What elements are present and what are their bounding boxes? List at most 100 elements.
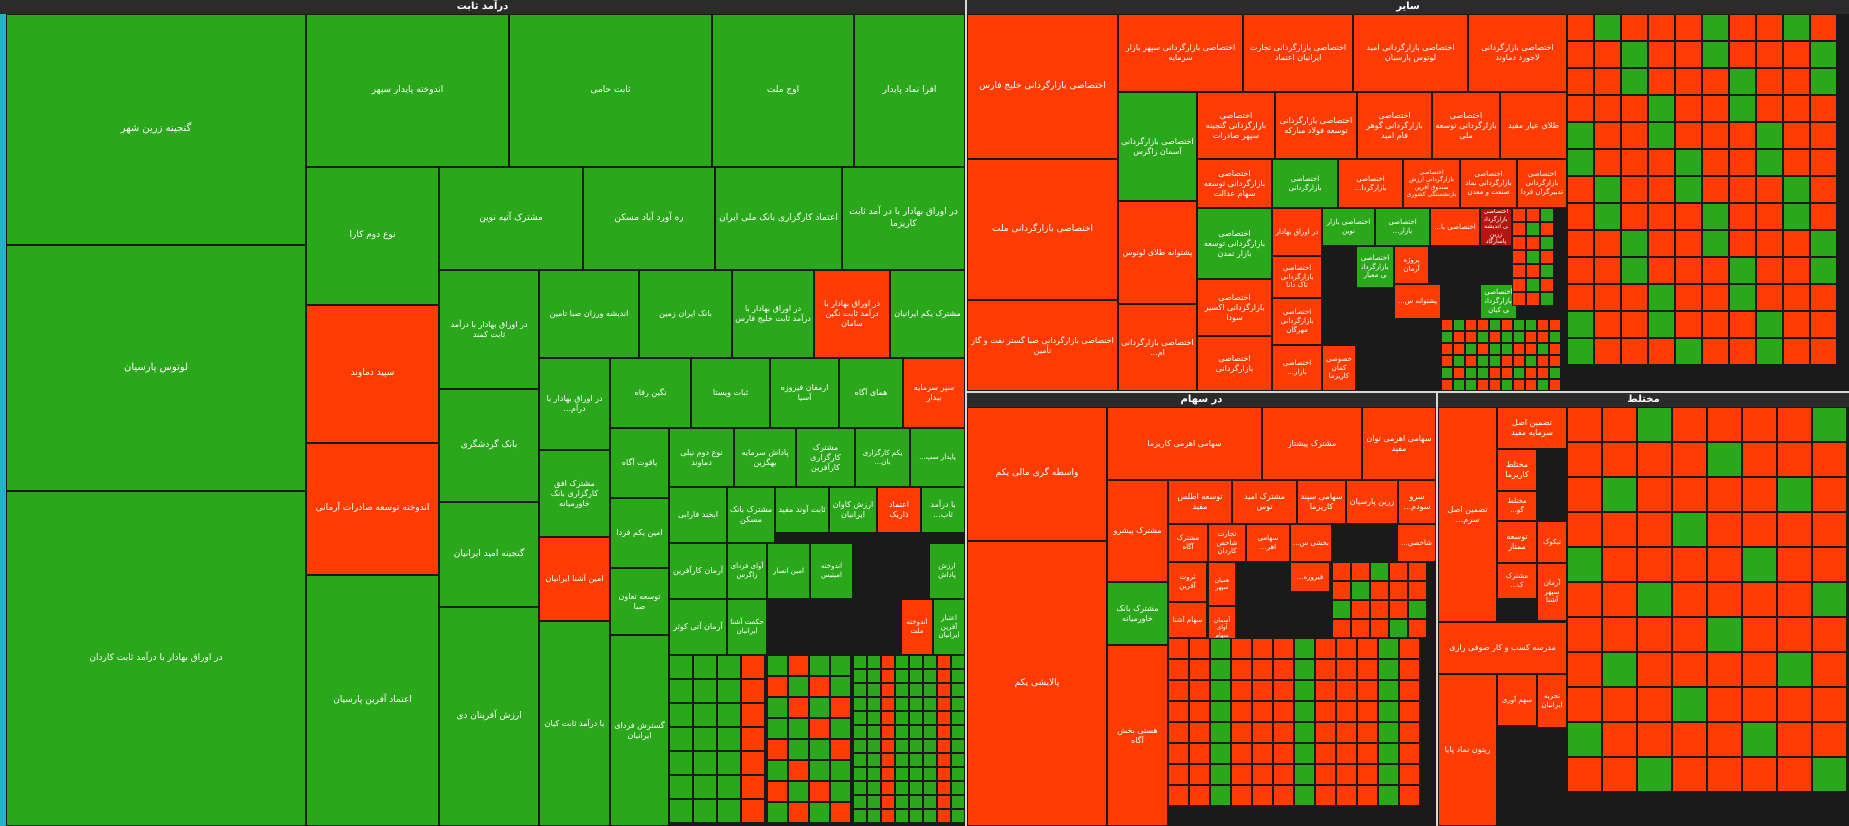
treemap-tile-equity[interactable]: مشترک امید توس bbox=[1232, 480, 1297, 524]
treemap-tile-equity[interactable]: مشترک پیشتاز bbox=[1262, 407, 1362, 480]
treemap-tile-fixed-income[interactable]: بانک ایران زمین bbox=[639, 270, 732, 358]
treemap-tile-fixed-income[interactable]: سپید دماوند bbox=[306, 305, 439, 443]
treemap-tile-equity[interactable]: مشترک پیشرو bbox=[1107, 480, 1168, 582]
treemap-tile-fixed-income[interactable]: اندوخته پایدار سپهر bbox=[306, 14, 509, 167]
treemap-tile-fixed-income[interactable]: سپر سرمایه بیدار bbox=[903, 358, 965, 428]
treemap-tile-fixed-income[interactable]: امین انصار bbox=[767, 543, 810, 599]
treemap-tile-fixed-income[interactable]: در اوراق بهادار با درآم... bbox=[539, 358, 610, 450]
treemap-tile-equity[interactable]: مشترک بانک خاورمیانه bbox=[1107, 582, 1168, 645]
treemap-tile-fixed-income[interactable]: مشترک یکم ایرانیان bbox=[890, 270, 965, 358]
treemap-tile-other[interactable]: اختصاصی بازار نوین bbox=[1322, 208, 1375, 246]
treemap-tile-fixed-income[interactable]: ره آورد آباد مسکن bbox=[583, 167, 715, 270]
treemap-tile-equity[interactable]: سهامی اهر... bbox=[1246, 524, 1290, 562]
treemap-tile-fixed-income[interactable]: در اوراق بهادار با درآمد ثابت خلیج فارس bbox=[732, 270, 814, 358]
treemap-tile-fixed-income[interactable]: مشترک آتیه نوین bbox=[439, 167, 583, 270]
treemap-tile-fixed-income[interactable]: نوع دوم نیلی دماوند bbox=[669, 428, 734, 487]
treemap-tile-equity[interactable]: سهامی اهرمی کاریزما bbox=[1107, 407, 1262, 480]
treemap-tile-fixed-income[interactable]: ارزش آفرینان دی bbox=[439, 607, 539, 826]
treemap-tile-other[interactable]: اختصاصی بازارگردانی تاک دانا bbox=[1272, 256, 1322, 298]
treemap-tile-other[interactable]: اختصاصی بازارگردانی آسمان زاگرس bbox=[1118, 92, 1197, 201]
treemap-tile-fixed-income[interactable]: همای آگاه bbox=[839, 358, 903, 428]
treemap-tile-other[interactable]: اختصاصی بازار... bbox=[1375, 208, 1430, 246]
treemap-tile-mixed[interactable]: مدرسه کسب و کار صوفی رازی bbox=[1438, 622, 1567, 674]
treemap-tile-fixed-income[interactable]: افرا نماد پایدار bbox=[854, 14, 965, 167]
treemap-tile-fixed-income[interactable]: نوع دوم کارا bbox=[306, 167, 439, 305]
treemap-tile-mixed[interactable]: مختلط کاریزما bbox=[1497, 449, 1537, 491]
treemap-tile-other[interactable]: اختصاصی بازارگردانی معیار bbox=[1356, 246, 1394, 288]
treemap-tile-other[interactable]: اختصاصی بازارگردانی مهرگان bbox=[1272, 298, 1322, 345]
treemap-tile-fixed-income[interactable]: در اوراق بهادار با درآمد ثابت نگین سامان bbox=[814, 270, 890, 358]
treemap-tile-other[interactable]: اختصاصی بازارگردانی سپهر بازار سرمایه bbox=[1118, 14, 1243, 92]
treemap-tile-fixed-income[interactable]: یکم کارگزاری بان... bbox=[855, 428, 910, 487]
treemap-tile-other[interactable]: اختصاصی بازارگردانی bbox=[1272, 159, 1338, 208]
treemap-tile-fixed-income[interactable]: امین آشنا ایرانیان bbox=[539, 537, 610, 621]
treemap-tile-other[interactable]: اختصاصی بازارگردانی ملت bbox=[967, 159, 1118, 300]
treemap-tile-other[interactable]: طلای عیار مفید bbox=[1500, 92, 1567, 159]
treemap-tile-other[interactable]: اختصاصی بازارگردانی توسعه سهام عدالت bbox=[1197, 159, 1272, 208]
treemap-tile-fixed-income[interactable]: گنجینه امید ایرانیان bbox=[439, 502, 539, 607]
treemap-tile-other[interactable]: اختصاصی بازارگردانی امید لوتوس پارسیان bbox=[1353, 14, 1468, 92]
treemap-tile-fixed-income[interactable]: لوتوس پارسیان bbox=[6, 245, 306, 491]
treemap-tile-fixed-income[interactable]: پایدار سپ... bbox=[910, 428, 965, 487]
treemap-tile-other[interactable]: اختصاصی بازارگردانی ارزش صندوق آفرین باز… bbox=[1403, 159, 1460, 208]
treemap-tile-other[interactable]: اختصاصی بازارگردانی صبا گستر نفت و گاز ت… bbox=[967, 300, 1118, 391]
treemap-tile-other[interactable]: پروژه آرمان bbox=[1394, 246, 1429, 284]
treemap-tile-mixed[interactable]: آرمان سپهر آشنا bbox=[1537, 563, 1567, 621]
treemap-tile-mixed[interactable]: مختلط گو... bbox=[1497, 491, 1537, 521]
treemap-tile-fixed-income[interactable]: مشترک افق کارگزاری بانک خاورمیانه bbox=[539, 450, 610, 537]
treemap-tile-fixed-income[interactable]: آرمان آتی کوثر bbox=[669, 599, 727, 655]
treemap-tile-fixed-income[interactable]: مشترک بانک مسکن bbox=[727, 487, 775, 543]
treemap-tile-fixed-income[interactable]: اعتبار آفرین ایرانیان bbox=[933, 599, 965, 655]
treemap-tile-fixed-income[interactable]: ارزش کاوان ایرانیان bbox=[829, 487, 877, 533]
treemap-tile-equity[interactable]: شاخصی... bbox=[1397, 524, 1436, 562]
treemap-tile-fixed-income[interactable]: اندوخته ملت bbox=[901, 599, 933, 655]
treemap-tile-equity[interactable]: توسعه اطلس مفید bbox=[1168, 480, 1232, 524]
treemap-tile-other[interactable]: اختصاصی بازارگردا... bbox=[1338, 159, 1403, 208]
treemap-tile-mixed[interactable]: سهم آوری bbox=[1497, 674, 1537, 726]
treemap-tile-fixed-income[interactable]: یاقوت آگاه bbox=[610, 428, 669, 498]
treemap-tile-equity[interactable]: زرین پارسیان bbox=[1346, 480, 1398, 524]
treemap-tile-equity[interactable]: مشترک آگاه bbox=[1168, 524, 1208, 562]
treemap-tile-equity[interactable]: سهامی اهرمی توان مفید bbox=[1362, 407, 1436, 480]
treemap-tile-other[interactable]: پشتوانه طلای لوتوس bbox=[1118, 201, 1197, 304]
treemap-tile-equity[interactable]: تجارت شاخص کاردان bbox=[1208, 524, 1246, 562]
treemap-tile-fixed-income[interactable]: اعتماد کارگزاری بانک ملی ایران bbox=[715, 167, 842, 270]
treemap-tile-fixed-income[interactable]: در اوراق بهادار با درآمد ثابت کمند bbox=[439, 270, 539, 389]
treemap-tile-equity[interactable]: سهام آشنا bbox=[1168, 602, 1207, 638]
treemap-tile-other[interactable]: اختصاصی بازارگردانی توسعه بازار تمدن bbox=[1197, 208, 1272, 279]
treemap-tile-fixed-income[interactable]: در اوراق بهادار با درآمد ثابت کاردان bbox=[6, 491, 306, 826]
treemap-tile-mixed[interactable]: توسعه ممتاز bbox=[1497, 521, 1537, 563]
treemap-tile-mixed[interactable]: تیکوک bbox=[1537, 521, 1567, 563]
treemap-tile-equity[interactable]: واسطه گری مالی یکم bbox=[967, 407, 1107, 541]
treemap-tile-other[interactable]: اختصاصی بازارگردانی گوهر فام امید bbox=[1357, 92, 1432, 159]
treemap-tile-fixed-income[interactable]: اندوخته امیتیس bbox=[810, 543, 853, 599]
treemap-tile-fixed-income[interactable]: ثابت حامی bbox=[509, 14, 712, 167]
treemap-tile-other[interactable]: اختصاصی بازارگردانی کیان bbox=[1480, 284, 1517, 319]
treemap-tile-fixed-income[interactable]: اندیشه ورزان صبا تامین bbox=[539, 270, 639, 358]
treemap-tile-fixed-income[interactable]: بانک گردشگری bbox=[439, 389, 539, 502]
treemap-tile-other[interactable]: اختصاصی بازارگردانی تدبیرگران فردا bbox=[1517, 159, 1567, 208]
treemap-tile-fixed-income[interactable]: با درآمد ثابت کیان bbox=[539, 621, 610, 826]
treemap-tile-other[interactable]: پشتوانه س... bbox=[1394, 284, 1441, 319]
treemap-tile-other[interactable]: اختصاصی بازارگردانی اندیشه زرین پاسارگاد bbox=[1480, 208, 1512, 246]
treemap-tile-fixed-income[interactable]: اعتماد ذاریک bbox=[877, 487, 921, 533]
treemap-tile-equity[interactable]: بخشی س... bbox=[1290, 524, 1332, 562]
treemap-tile-other[interactable]: اختصاصی بازارگردانی توسعه ملی bbox=[1432, 92, 1500, 159]
treemap-tile-other[interactable]: اختصاصی بازارگردانی گنجینه سپهر صادرات bbox=[1197, 92, 1275, 159]
treemap-tile-equity[interactable]: همیان سپهر bbox=[1208, 562, 1236, 606]
treemap-tile-fixed-income[interactable]: در اوراق بهادار با در آمد ثابت کاریزما bbox=[842, 167, 965, 270]
treemap-tile-other[interactable]: اختصاصی بازارگردانی تجارت ایرانیان اعتما… bbox=[1243, 14, 1353, 92]
treemap-tile-fixed-income[interactable]: آوای فردای زاگرس bbox=[727, 543, 767, 599]
treemap-tile-fixed-income[interactable]: ابخند فارابی bbox=[669, 487, 727, 543]
treemap-tile-fixed-income[interactable]: پاداش سرمایه بهگزین bbox=[734, 428, 796, 487]
treemap-tile-other[interactable]: اختصاصی بازارگردانی ام... bbox=[1118, 304, 1197, 391]
treemap-tile-mixed[interactable]: تضمین اصل سرم... bbox=[1438, 407, 1497, 622]
treemap-tile-fixed-income[interactable]: امین یکم فردا bbox=[610, 498, 669, 568]
treemap-tile-fixed-income[interactable]: نگین رفاه bbox=[610, 358, 691, 428]
treemap-tile-fixed-income[interactable]: ارزش پاداش bbox=[929, 543, 965, 599]
treemap-tile-equity[interactable]: فیروزه... bbox=[1290, 562, 1330, 592]
treemap-tile-other[interactable]: اختصاصی با... bbox=[1430, 208, 1480, 246]
treemap-tile-fixed-income[interactable]: با درآمد ثاب... bbox=[921, 487, 965, 533]
treemap-tile-other[interactable]: اختصاصی بازارگردانی اکسیر سودا bbox=[1197, 279, 1272, 336]
treemap-tile-other[interactable]: اختصاصی بازار... bbox=[1272, 345, 1322, 391]
